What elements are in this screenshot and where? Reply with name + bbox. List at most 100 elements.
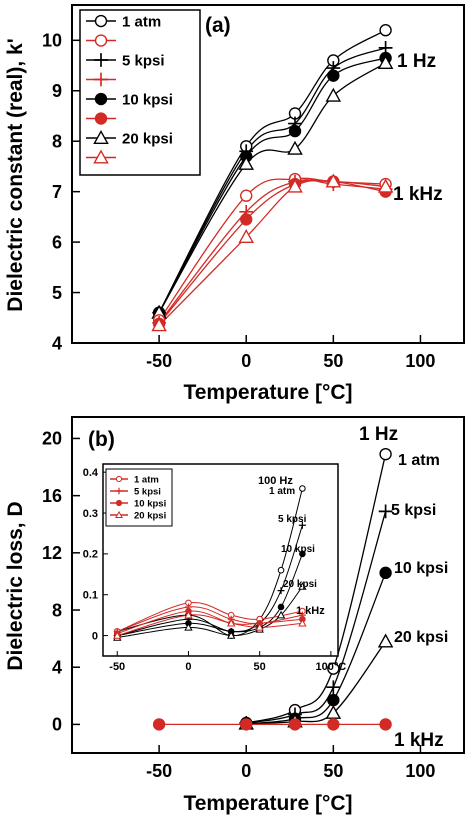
panel-b-ticks: -50 0 50 100 0 4 8 12 16 20 xyxy=(42,429,435,781)
panel-b-label: (b) xyxy=(88,428,115,451)
panel-a-label: (a) xyxy=(205,14,231,37)
panel-a-legend: 1 atm 5 kpsi 10 kpsi 20 kpsi xyxy=(79,9,201,176)
b-series-line-1 xyxy=(246,511,387,724)
a-point-0-4 xyxy=(379,24,392,37)
b-point-0-2 xyxy=(327,662,340,675)
a-legend-label-4: 10 kpsi xyxy=(122,91,173,108)
a-xtick-label-2: 50 xyxy=(323,351,343,371)
b-series-line-2 xyxy=(246,572,387,725)
a-xtick-label-1: 0 xyxy=(241,351,251,371)
a-ytick-label-2: 6 xyxy=(52,232,62,252)
inset-point-7-0 xyxy=(113,631,122,639)
inset-point-3-2 xyxy=(226,631,236,639)
a-series-line-3 xyxy=(158,62,386,314)
a-ytick-label-1: 5 xyxy=(52,283,62,303)
b-point-4-1 xyxy=(240,718,253,731)
b-xtick-label-0: -50 xyxy=(146,761,172,781)
a-ytick-label-0: 4 xyxy=(52,333,62,353)
a-legend-marker-2 xyxy=(94,53,108,67)
a-legend-label-6: 20 kpsi xyxy=(122,130,173,147)
panel-b-1hz-label: 1 Hz xyxy=(359,424,398,445)
inset-label-10kpsi: 10 kpsi xyxy=(281,544,315,555)
a-point-7-1 xyxy=(238,229,254,244)
inset-label-5kpsi: 5 kpsi xyxy=(278,514,307,525)
panel-b-ylabel: Dielectric loss, D xyxy=(4,501,27,670)
a-xtick-label-3: 100 xyxy=(405,351,435,371)
a-ytick-label-5: 9 xyxy=(52,81,62,101)
panel-a-ticks: -50 0 50 100 4 5 6 7 8 9 10 xyxy=(42,31,435,371)
a-point-2-3 xyxy=(327,69,340,82)
panel-b-label-1atm: 1 atm xyxy=(398,452,440,469)
b-point-3-3 xyxy=(377,633,394,648)
inset-xtick-label-0: -50 xyxy=(109,661,125,673)
b-xtick-label-3: 100 xyxy=(405,761,435,781)
inset-series-line-1 xyxy=(117,525,303,637)
inset-xtick-label-1: 0 xyxy=(185,661,191,673)
panel-b-label-10kpsi: 10 kpsi xyxy=(394,560,448,577)
b-point-4-3 xyxy=(327,718,340,731)
b-point-1-2 xyxy=(326,680,341,695)
inset-xtick-label-3: 100°C xyxy=(316,661,347,673)
inset-point-7-3 xyxy=(255,623,264,631)
b-point-1-3 xyxy=(378,504,393,519)
inset-ytick-label-3: 0.3 xyxy=(83,508,98,520)
b-point-4-0 xyxy=(152,718,166,731)
inset-point-2-5 xyxy=(299,550,306,558)
panel-a: -50 0 50 100 4 5 6 7 8 9 10 (a) 1 Hz 1 kHz 1 atm 5 … xyxy=(4,4,465,404)
inset-legend-marker-3 xyxy=(115,510,123,518)
a-point-7-4 xyxy=(377,178,394,193)
inset-point-0-5 xyxy=(299,485,306,492)
inset-point-2-4 xyxy=(277,603,285,611)
panel-a-xlabel: Temperature [°C] xyxy=(183,381,352,404)
a-point-7-3 xyxy=(325,173,342,188)
a-series-line-1 xyxy=(158,47,386,314)
panel-b-label-5kpsi: 5 kpsi xyxy=(391,502,436,519)
inset-100hz-label: 100 Hz xyxy=(258,475,293,487)
inset-point-3-5 xyxy=(298,582,307,590)
inset-ticks: -50 0 50 100°C 0 0.1 0.2 0.3 0.4 xyxy=(83,467,347,673)
a-point-6-1 xyxy=(240,213,253,226)
a-xtick-label-0: -50 xyxy=(146,351,172,371)
panel-a-ylabel: Dielectric constant (real), k' xyxy=(4,38,27,311)
a-legend-marker-4 xyxy=(94,92,108,106)
a-ytick-label-6: 10 xyxy=(42,31,62,51)
b-series-line-0 xyxy=(246,454,387,724)
a-point-4-1 xyxy=(240,189,253,202)
inset-legend-label-1: 5 kpsi xyxy=(134,486,161,497)
b-point-0-3 xyxy=(379,447,392,461)
inset-legend-label-3: 20 kpsi xyxy=(134,510,166,521)
a-legend-marker-7 xyxy=(93,149,109,164)
a-ytick-label-3: 7 xyxy=(52,182,62,202)
b-ytick-label-0: 0 xyxy=(52,715,62,735)
a-point-3-4 xyxy=(377,54,394,69)
a-legend-marker-6 xyxy=(93,129,109,144)
a-legend-marker-3 xyxy=(94,72,108,87)
a-point-3-2 xyxy=(287,140,303,155)
inset-xtick-label-2: 50 xyxy=(254,661,266,673)
b-point-2-2 xyxy=(327,693,340,707)
inset-point-1-5 xyxy=(298,521,306,529)
panel-a-1hz-label: 1 Hz xyxy=(397,51,436,72)
inset-chart: -50 0 50 100°C 0 0.1 0.2 0.3 0.4 100 Hz 1 kHz 1 … xyxy=(83,463,347,673)
inset-legend-marker-0 xyxy=(115,475,123,483)
a-point-7-2 xyxy=(287,178,303,193)
a-legend-marker-0 xyxy=(94,14,108,28)
b-point-2-3 xyxy=(379,566,392,580)
inset-point-7-4 xyxy=(298,618,307,627)
panel-a-series xyxy=(151,24,394,332)
b-point-4-4 xyxy=(379,718,392,731)
inset-point-7-1 xyxy=(184,610,193,619)
b-ytick-label-5: 20 xyxy=(42,429,62,449)
panel-b-xlabel: Temperature [°C] xyxy=(183,792,352,815)
b-xtick-label-2: 50 xyxy=(323,761,343,781)
inset-ytick-label-0: 0 xyxy=(92,630,98,642)
inset-point-3-1 xyxy=(184,623,193,631)
a-point-2-2 xyxy=(288,124,302,138)
inset-ytick-label-1: 0.1 xyxy=(83,590,98,602)
panel-a-legend-entries: 1 atm 5 kpsi 10 kpsi 20 kpsi xyxy=(86,13,173,164)
inset-point-7-2 xyxy=(226,618,236,627)
inset-series xyxy=(113,485,307,641)
a-point-3-3 xyxy=(325,87,342,102)
panel-b-series xyxy=(152,447,394,731)
